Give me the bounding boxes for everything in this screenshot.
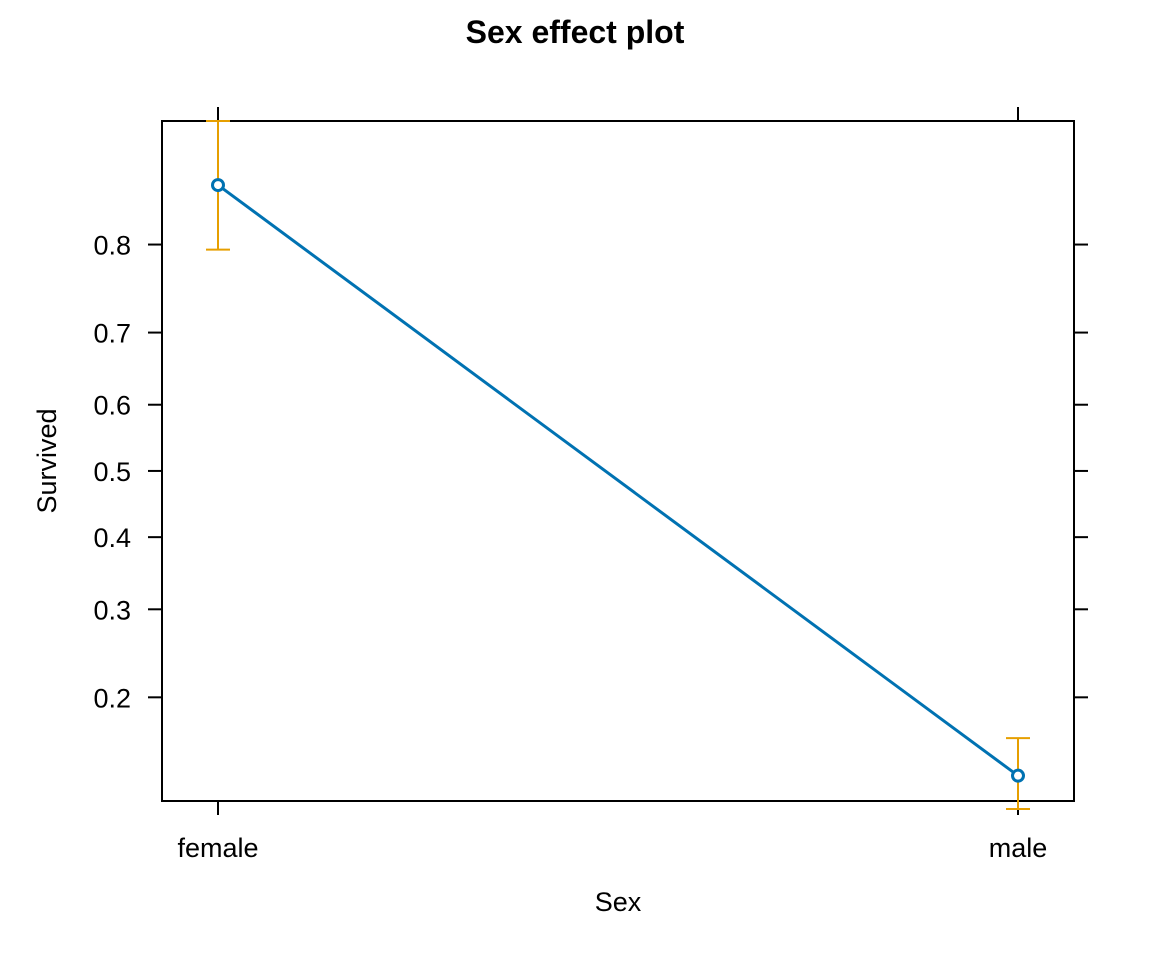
chart-title: Sex effect plot [466,14,685,50]
point-male [1011,768,1025,783]
y-tick-label-0.5: 0.5 [93,457,131,487]
point-female [211,178,225,193]
effect-points [211,178,1025,783]
y-axis-label: Survived [32,408,62,513]
y-axis: 0.2 0.3 0.4 0.5 0.6 0.7 0.8 [93,231,1088,713]
confidence-intervals [206,120,1030,811]
x-tick-label-male: male [989,833,1048,863]
effect-line [217,183,1019,777]
x-tick-label-female: female [177,833,258,863]
y-tick-label-0.7: 0.7 [93,319,131,349]
effect-line-group [217,183,1019,777]
x-axis: female male [177,107,1047,863]
y-tick-label-0.3: 0.3 [93,595,131,625]
y-tick-label-0.2: 0.2 [93,683,131,713]
y-tick-label-0.6: 0.6 [93,391,131,421]
x-axis-label: Sex [595,887,642,917]
y-tick-label-0.8: 0.8 [93,231,131,261]
plot-panel [161,120,1075,802]
y-tick-label-0.4: 0.4 [93,523,131,553]
